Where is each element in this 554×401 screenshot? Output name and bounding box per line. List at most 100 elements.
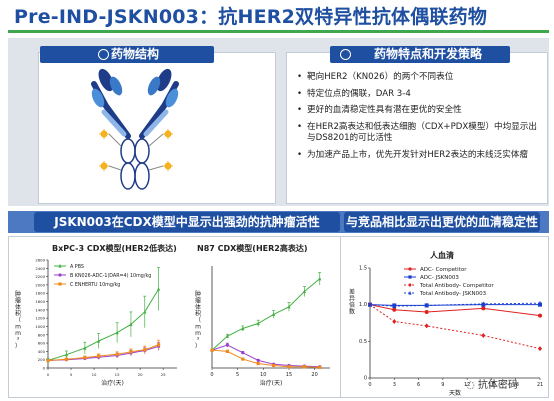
data-point xyxy=(408,282,412,288)
y-tick-label: 0 xyxy=(364,376,367,382)
series xyxy=(368,302,542,352)
variable-domain xyxy=(147,76,161,96)
legend-label: B KN026-ADC-1(DAR=4) 10mg/kg xyxy=(70,273,151,279)
data-point xyxy=(271,312,276,317)
data-point xyxy=(392,303,397,309)
fc-domain xyxy=(120,138,136,164)
antibody-structure-illustration xyxy=(91,68,179,190)
feature-bullet: 靶向HER2（KN026）的两个不同表位 xyxy=(296,72,542,84)
variable-domain xyxy=(109,76,123,96)
y-tick-label: 600 xyxy=(38,341,46,346)
features-panel-title: 药物特点和开发策略 xyxy=(373,47,482,61)
settings-icon xyxy=(340,49,351,60)
data-point xyxy=(115,352,119,356)
data-point xyxy=(408,290,412,295)
y-axis-label: 肿 xyxy=(195,290,201,298)
data-point xyxy=(256,358,260,362)
variable-domain xyxy=(91,88,105,108)
y-axis-label: 数 xyxy=(349,308,355,316)
gear-icon xyxy=(98,49,109,60)
chat-icon: ◌ xyxy=(466,380,478,391)
data-point xyxy=(271,363,276,368)
y-axis-label: m xyxy=(15,330,21,337)
data-point xyxy=(225,349,229,354)
data-point xyxy=(538,346,542,352)
data-point xyxy=(64,352,69,357)
y-axis-label: m xyxy=(195,324,201,331)
y-axis-label: 瘤 xyxy=(195,297,201,305)
n87-chart-title: N87 CDX模型(HER2高表达) xyxy=(197,244,308,253)
legend-label: ADC- JSKN003 xyxy=(420,275,459,281)
x-tick-label: 21 xyxy=(537,382,543,388)
data-point xyxy=(241,351,245,355)
legend-label: ADC- Competitor xyxy=(420,267,467,273)
data-point xyxy=(225,343,229,347)
data-point xyxy=(210,348,214,352)
data-point xyxy=(424,323,429,329)
data-point xyxy=(83,356,87,360)
y-axis-label: 体 xyxy=(195,303,201,311)
x-tick-label: 0 xyxy=(210,372,213,378)
y-tick-label: 0.5 xyxy=(359,339,367,345)
y-axis-label: 肿 xyxy=(15,290,21,298)
data-point xyxy=(241,357,245,361)
x-tick-label: 20 xyxy=(138,372,143,377)
bxpc3-chart-title: BxPC-3 CDX模型(HER2低表达) xyxy=(52,244,177,253)
features-panel-header: 药物特点和开发策略 xyxy=(330,46,510,63)
feature-bullet: 特定位点的偶联，DAR 3-4 xyxy=(296,89,542,101)
data-point xyxy=(143,309,147,314)
results-divider xyxy=(340,236,341,398)
structure-panel-header: 药物结构 xyxy=(40,46,214,63)
x-axis-label: 治疗(天) xyxy=(101,379,124,387)
series xyxy=(210,348,322,369)
serum-section-title: 与竞品相比显示出更优的血清稳定性 xyxy=(344,212,540,232)
data-point xyxy=(256,321,260,325)
y-tick-label: 1600 xyxy=(35,299,45,304)
y-axis-label: ³ xyxy=(17,337,20,344)
data-point xyxy=(424,302,429,308)
x-tick-label: 25 xyxy=(161,372,166,377)
series-line xyxy=(211,278,321,351)
y-axis-label: ） xyxy=(15,343,21,350)
feature-bullet: 在HER2高表达和低表达细胞（CDX+PDX模型）中均显示出与DS8201的可比… xyxy=(296,122,542,145)
y-axis-label: ³ xyxy=(197,337,200,344)
y-tick-label: 800 xyxy=(38,332,46,337)
x-tick-label: 10 xyxy=(92,372,97,377)
x-tick-label: 18 xyxy=(513,382,519,388)
structure-panel-title: 药物结构 xyxy=(110,47,159,61)
x-tick-label: 0 xyxy=(368,382,371,388)
data-point xyxy=(368,302,372,307)
serum-chart-title: 人血清 xyxy=(430,251,454,260)
series-line xyxy=(47,345,159,362)
feature-bullet: 更好的血清稳定性具有潜在更优的安全性 xyxy=(296,105,542,117)
watermark-text: 抗体密码 xyxy=(477,380,518,391)
series-line xyxy=(211,344,320,368)
cdx-section-title: JSKN003在CDX模型中显示出强劲的抗肿瘤活性 xyxy=(34,212,340,232)
y-axis-label: 倍 xyxy=(349,301,355,309)
x-tick-label: 15 xyxy=(488,382,494,388)
data-point xyxy=(538,300,542,306)
bxpc3-tumor-chart: 0 5 10 15 20 25 0 200 400 600 800 1000 1200 1400 1600 1… xyxy=(15,258,177,387)
series xyxy=(368,300,542,309)
y-tick-label: 2600 xyxy=(35,258,45,263)
variable-domain xyxy=(98,68,114,92)
data-point xyxy=(46,358,50,363)
x-tick-label: 5 xyxy=(70,372,73,377)
data-point xyxy=(408,267,412,271)
y-axis-label: 积 xyxy=(15,310,21,318)
data-point xyxy=(318,276,322,281)
fc-domain xyxy=(120,162,136,190)
series-line xyxy=(47,344,159,362)
data-point xyxy=(143,348,147,352)
y-tick-label: 1800 xyxy=(35,291,45,296)
series xyxy=(46,267,161,363)
y-axis-label: 体 xyxy=(15,303,21,311)
series-line xyxy=(211,349,320,368)
variable-domain xyxy=(156,68,172,92)
data-point xyxy=(156,286,161,291)
data-point xyxy=(156,343,161,347)
x-axis-label: 治疗(天) xyxy=(260,379,283,387)
features-list: 靶向HER2（KN026）的两个不同表位 特定位点的偶联，DAR 3-4 更好的… xyxy=(296,72,542,166)
